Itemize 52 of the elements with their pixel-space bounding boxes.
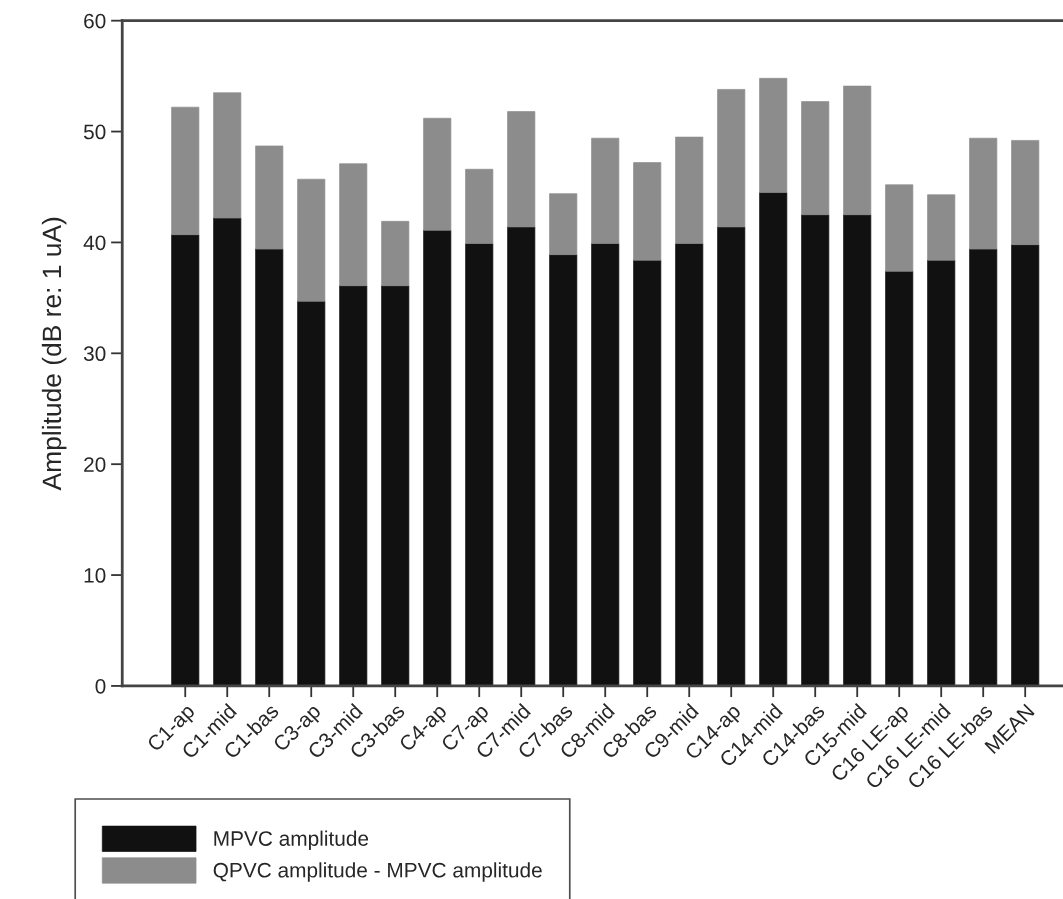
bar [507,111,536,228]
legend-label: QPVC amplitude - MPVC amplitude [213,862,542,882]
bar [885,184,914,272]
bar [549,193,578,255]
bar [633,162,662,261]
bar [423,117,452,231]
y-tick-label: 20 [84,457,106,472]
bar [843,214,872,686]
y-tick-label: 50 [83,124,106,140]
y-tick-label: 0 [95,678,106,694]
legend-label: MPVC amplitude [214,830,369,851]
bar [381,221,410,287]
bar [465,243,494,686]
bar [591,137,620,244]
bar [381,285,410,686]
bar [969,248,998,686]
bar [423,229,452,686]
bar [1011,244,1040,686]
bar [717,89,746,228]
bar [255,248,284,686]
bar [1011,140,1040,245]
bar [507,226,536,686]
bar [675,136,704,244]
bar [759,77,788,193]
bar [927,259,956,686]
bar [969,137,998,250]
bar [591,243,620,686]
bar [633,259,662,686]
y-tick-label: 10 [84,568,106,583]
bar [717,226,746,686]
bar [255,145,284,250]
bar [675,243,704,686]
bar [213,92,242,219]
bar [171,234,200,686]
y-tick-label: 40 [83,235,106,251]
y-tick-label: 60 [84,13,106,29]
bar [759,192,788,686]
bar [465,168,494,244]
bar [549,254,578,686]
y-tick-label: 30 [83,346,106,362]
bar [801,101,830,216]
bar [297,178,326,302]
bar [339,163,368,287]
bar [885,270,914,686]
bar [171,106,200,236]
bar [297,300,326,686]
y-axis-title: Amplitude (dB re: 1 uA) [41,217,67,491]
bar [843,85,872,216]
bar [801,214,830,686]
bar [213,217,242,686]
bar [339,285,368,686]
bar [927,194,956,261]
